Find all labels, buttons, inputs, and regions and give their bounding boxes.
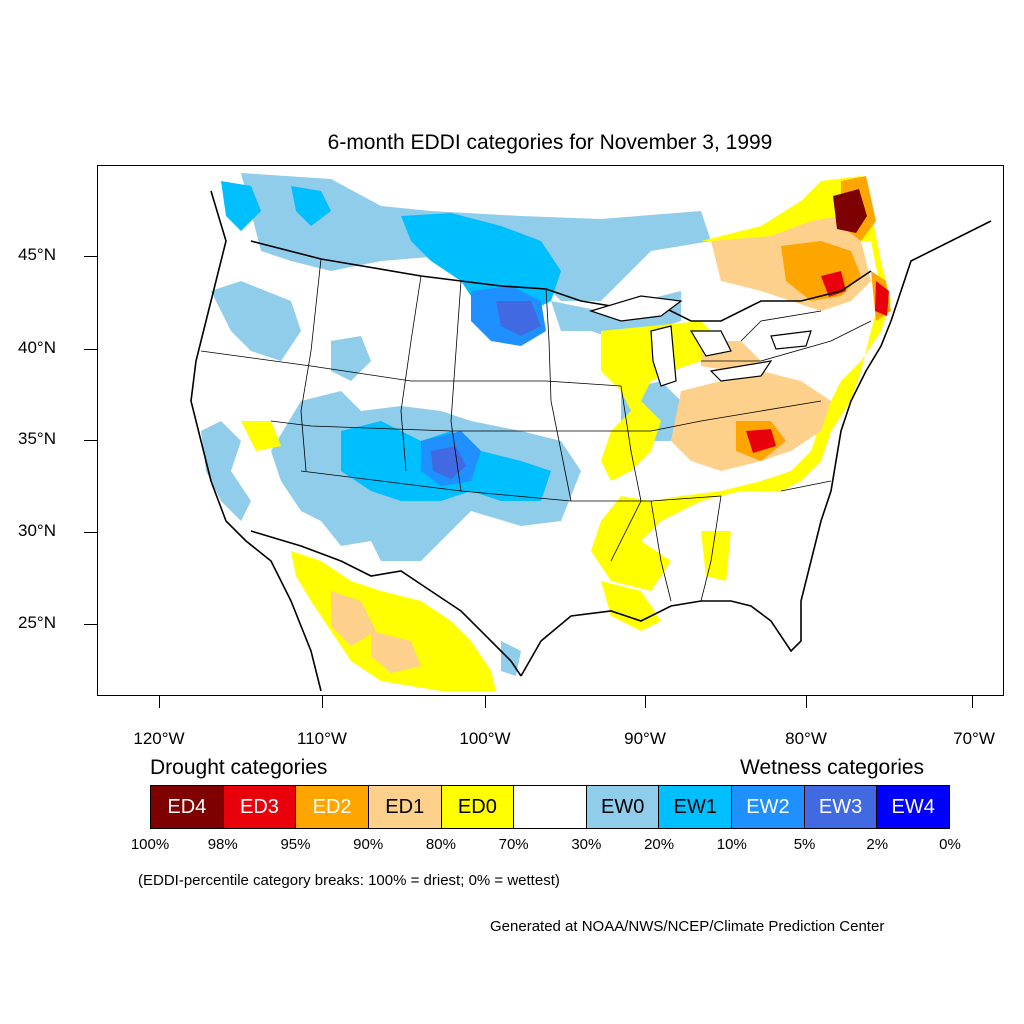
lon-tick	[159, 696, 160, 708]
legend-break-label: 2%	[866, 836, 889, 853]
legend-box-ed1: ED1	[368, 786, 442, 828]
legend-break-label: 90%	[353, 836, 384, 853]
legend-box-ed2: ED2	[296, 786, 369, 828]
eddi-map	[190, 173, 992, 692]
legend-break-label: 20%	[644, 836, 675, 853]
lon-tick	[645, 696, 646, 708]
map-title: 6-month EDDI categories for November 3, …	[327, 131, 773, 154]
lat-label-40: 40°N	[18, 338, 56, 357]
lat-tick	[84, 349, 97, 350]
legend-break-label: 70%	[498, 836, 529, 853]
lon-tick	[485, 696, 486, 708]
lat-tick	[84, 532, 97, 533]
lon-label-110: 110°W	[297, 729, 347, 748]
wet-ew3-regions	[431, 301, 541, 479]
category-note: (EDDI-percentile category breaks: 100% =…	[138, 872, 560, 889]
us-mexico-border	[250, 530, 522, 677]
gulf-coast	[520, 320, 892, 677]
lon-label-120: 120°W	[133, 729, 185, 748]
wetness-categories-heading: Wetness categories	[740, 756, 925, 779]
lon-tick	[972, 696, 973, 708]
lon-tick	[322, 696, 323, 708]
legend-break-label: 80%	[425, 836, 456, 853]
drought-categories-heading: Drought categories	[150, 756, 328, 779]
legend-break-label: 98%	[207, 836, 238, 853]
credit-line: Generated at NOAA/NWS/NCEP/Climate Predi…	[490, 918, 885, 935]
lon-label-90: 90°W	[624, 729, 666, 748]
lat-tick	[84, 624, 97, 625]
legend-break-label: 95%	[280, 836, 311, 853]
lat-label-35: 35°N	[18, 429, 56, 448]
lon-label-100: 100°W	[459, 729, 511, 748]
legend-box-ed3: ED3	[223, 786, 297, 828]
lat-tick	[84, 256, 97, 257]
west-coast	[190, 190, 322, 692]
legend-box-none	[514, 786, 587, 828]
state-lines	[200, 258, 872, 602]
drought-ed4-regions	[833, 189, 867, 233]
lat-label-45: 45°N	[18, 245, 56, 264]
lon-tick	[806, 696, 807, 708]
map-frame	[97, 165, 1004, 696]
lon-label-70: 70°W	[953, 729, 995, 748]
northeast-coast	[890, 220, 992, 322]
legend-box-ew3: EW3	[804, 786, 878, 828]
legend-break-label: 5%	[793, 836, 816, 853]
legend-break-label: 10%	[716, 836, 747, 853]
legend-box-ed0: ED0	[441, 786, 515, 828]
boundaries	[190, 190, 992, 692]
legend-break-label: 100%	[130, 836, 170, 853]
legend-box-ew1: EW1	[659, 786, 733, 828]
lat-label-30: 30°N	[18, 521, 56, 540]
legend-box-ed4: ED4	[151, 786, 224, 828]
legend-break-label: 0%	[939, 836, 961, 853]
lat-label-25: 25°N	[18, 613, 56, 632]
legend-box-ew2: EW2	[732, 786, 805, 828]
legend-box-ew4: EW4	[877, 786, 950, 828]
legend-box-ew0: EW0	[586, 786, 660, 828]
lat-tick	[84, 440, 97, 441]
lon-label-80: 80°W	[785, 729, 827, 748]
legend-break-label: 30%	[571, 836, 602, 853]
category-legend: ED4 ED3 ED2 ED1 ED0 EW0 EW1 EW2 EW3 EW4	[150, 785, 950, 829]
great-lakes	[589, 295, 812, 387]
